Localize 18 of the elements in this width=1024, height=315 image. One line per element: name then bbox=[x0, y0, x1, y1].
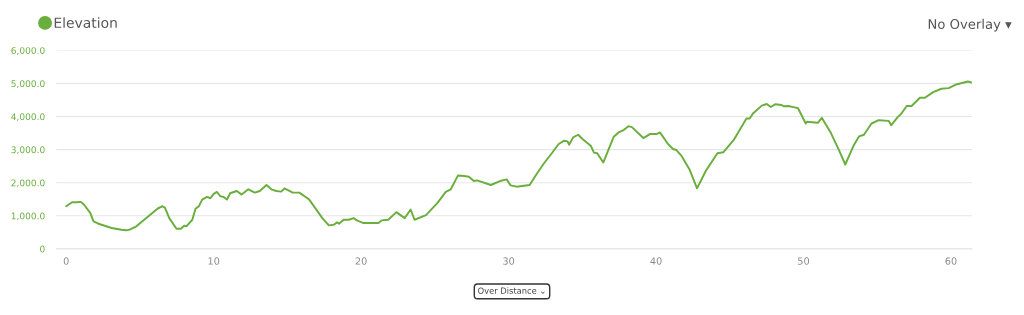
y-tick-label: 0 bbox=[40, 245, 45, 253]
y-tick-label: 3,000.0 bbox=[11, 146, 45, 155]
y-tick-label: 4,000.0 bbox=[11, 113, 45, 122]
y-tick-label: 5,000.0 bbox=[11, 80, 45, 88]
line-series bbox=[65, 80, 972, 232]
x-tick-label: 20 bbox=[355, 257, 367, 265]
text: Over Distance ⌄ bbox=[478, 287, 545, 294]
x-tick-label: 0 bbox=[63, 257, 69, 265]
y-tick-label: 6,000.0 bbox=[11, 47, 45, 55]
x-tick-label: 50 bbox=[798, 257, 810, 265]
legend-label: Elevation bbox=[54, 17, 117, 28]
x-tick-label: 10 bbox=[208, 257, 220, 265]
x-tick-label: 60 bbox=[945, 257, 957, 265]
y-tick-label: 2,000.0 bbox=[11, 179, 45, 188]
y-tick-label: 1,000.0 bbox=[11, 212, 45, 221]
x-tick-label: 40 bbox=[650, 257, 662, 265]
text: No Overlay ▾ bbox=[928, 18, 1012, 32]
x-tick-label: 30 bbox=[503, 257, 515, 265]
